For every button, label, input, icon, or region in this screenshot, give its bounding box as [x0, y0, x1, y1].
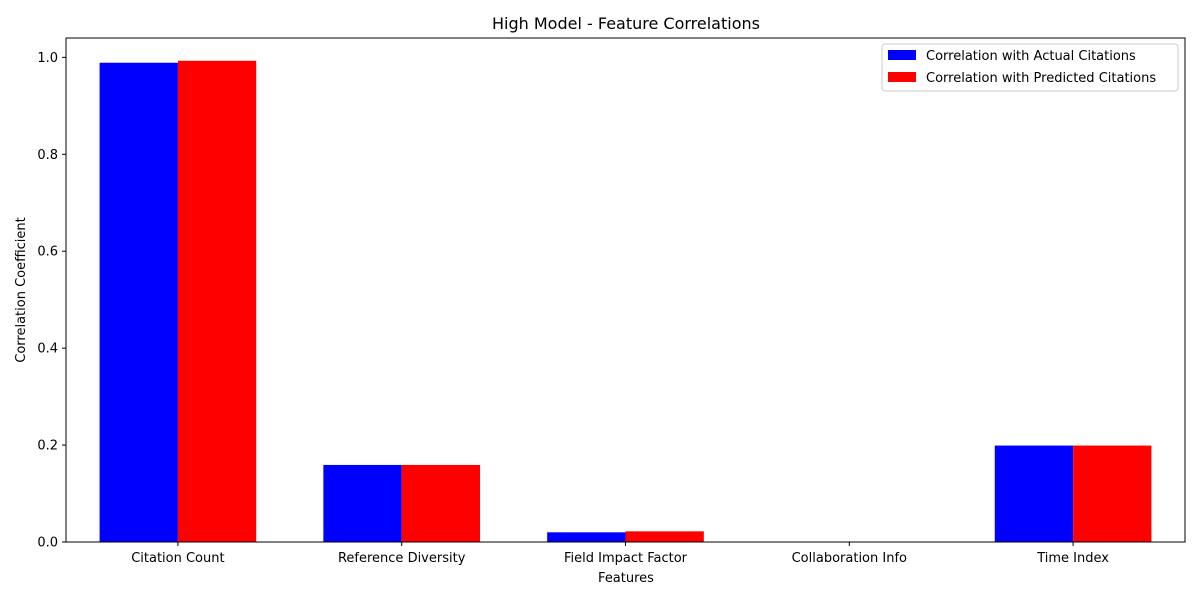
bar-predicted-1: [401, 464, 481, 542]
y-tick-label: 0.0: [37, 536, 58, 551]
bar-actual-4: [994, 445, 1074, 542]
bars-layer: [99, 60, 1152, 542]
y-axis-title: Correlation Coefficient: [14, 217, 29, 363]
y-tick-label: 0.8: [37, 148, 58, 163]
x-tick-label: Field Impact Factor: [564, 551, 688, 566]
x-tick-label: Collaboration Info: [792, 551, 907, 566]
y-axis: 0.0 0.2 0.4 0.6 0.8 1.0: [37, 51, 66, 551]
y-tick-label: 1.0: [37, 51, 58, 66]
legend: Correlation with Actual Citations Correl…: [881, 43, 1179, 92]
bar-actual-1: [323, 464, 402, 542]
legend-label-actual: Correlation with Actual Citations: [926, 49, 1136, 64]
x-axis-title: Features: [598, 571, 654, 586]
legend-swatch-predicted: [888, 72, 916, 82]
bar-predicted-2: [625, 531, 704, 542]
y-tick-label: 0.2: [37, 439, 58, 454]
legend-frame: [881, 43, 1179, 92]
y-tick-label: 0.4: [37, 342, 58, 357]
x-tick-label: Citation Count: [131, 551, 224, 566]
legend-swatch-actual: [888, 50, 916, 60]
x-axis: Citation Count Reference Diversity Field I…: [131, 542, 1109, 566]
chart-title: High Model - Feature Correlations: [492, 14, 760, 33]
legend-label-predicted: Correlation with Predicted Citations: [926, 71, 1156, 86]
bar-predicted-4: [1073, 445, 1152, 542]
x-tick-label: Time Index: [1036, 551, 1109, 566]
bar-actual-2: [547, 532, 626, 542]
bar-actual-0: [99, 62, 178, 542]
y-tick-label: 0.6: [37, 245, 58, 260]
bar-predicted-0: [177, 60, 257, 542]
x-tick-label: Reference Diversity: [338, 551, 466, 566]
